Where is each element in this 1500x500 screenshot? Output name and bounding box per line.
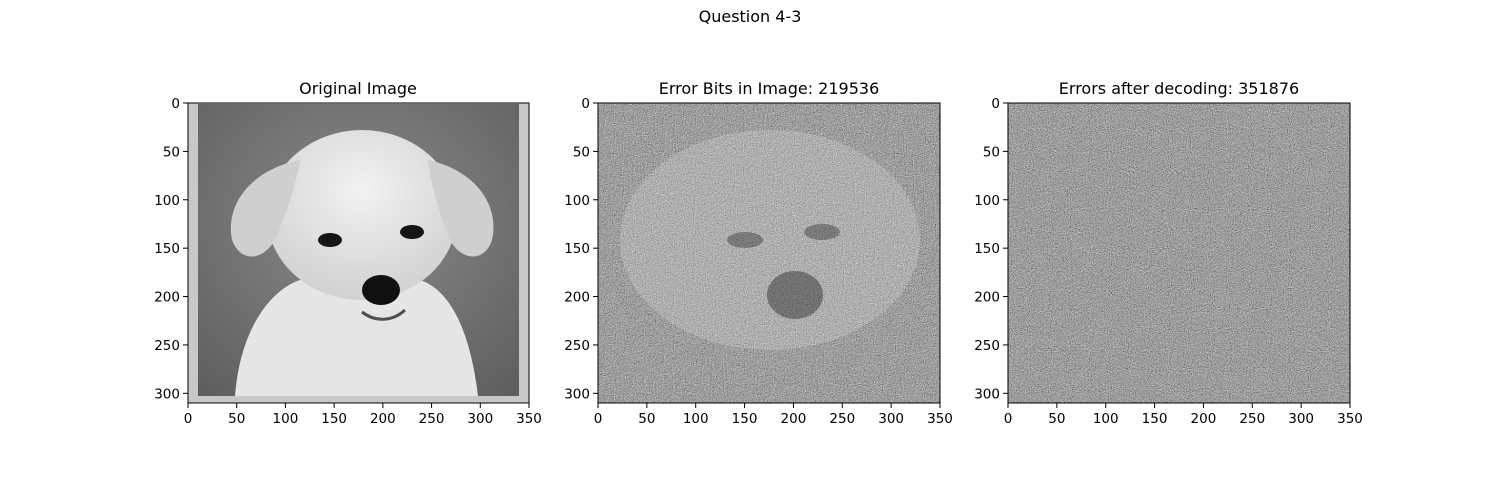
- axes-original: 0 50 100 150 200 250 300 350 0 50 100 150 200 250 300: [154, 96, 542, 427]
- y-tick-label: 50: [163, 144, 180, 160]
- y-tick-label: 250: [154, 338, 180, 354]
- error-bits-image: [598, 103, 940, 403]
- x-tick-label: 50: [638, 411, 655, 427]
- panel-title-error-bits: Error Bits in Image: 219536: [659, 79, 880, 98]
- y-tick-label: 0: [581, 96, 590, 112]
- x-tick-label: 250: [829, 411, 855, 427]
- x-tick-label: 100: [683, 411, 709, 427]
- figure-title: Question 4-3: [698, 7, 802, 26]
- y-tick-label: 0: [171, 96, 180, 112]
- x-tick-label: 250: [419, 411, 445, 427]
- x-tick-label: 350: [927, 411, 953, 427]
- y-tick-label: 0: [991, 96, 1000, 112]
- x-tick-label: 50: [228, 411, 245, 427]
- x-tick-label: 50: [1048, 411, 1065, 427]
- y-tick-label: 50: [983, 144, 1000, 160]
- y-tick-label: 200: [564, 290, 590, 306]
- x-tick-label: 0: [1004, 411, 1013, 427]
- y-tick-label: 200: [974, 290, 1000, 306]
- panel-title-original: Original Image: [299, 79, 417, 98]
- x-tick-label: 250: [1239, 411, 1265, 427]
- axes-frame: [187, 102, 530, 404]
- x-tick-label: 0: [184, 411, 193, 427]
- panel-title-decoded-errors: Errors after decoding: 351876: [1059, 79, 1299, 98]
- y-tick-label: 100: [154, 193, 180, 209]
- x-tick-label: 300: [1288, 411, 1314, 427]
- x-tick-label: 350: [1337, 411, 1363, 427]
- x-tick-label: 200: [1191, 411, 1217, 427]
- x-tick-label: 150: [321, 411, 347, 427]
- x-tick-label: 100: [273, 411, 299, 427]
- x-tick-label: 200: [781, 411, 807, 427]
- x-tick-label: 150: [1142, 411, 1168, 427]
- x-tick-label: 300: [467, 411, 493, 427]
- axes-frame: [1007, 102, 1351, 404]
- axes-frame: [597, 102, 941, 404]
- y-tick-label: 150: [154, 241, 180, 257]
- x-tick-label: 100: [1093, 411, 1119, 427]
- y-tick-label: 50: [573, 144, 590, 160]
- x-tick-label: 200: [370, 411, 396, 427]
- x-tick-label: 150: [732, 411, 758, 427]
- y-tick-label: 200: [154, 290, 180, 306]
- y-tick-label: 300: [974, 386, 1000, 402]
- original-image: [188, 103, 529, 403]
- y-tick-label: 100: [974, 193, 1000, 209]
- y-tick-label: 250: [564, 338, 590, 354]
- y-tick-label: 250: [974, 338, 1000, 354]
- y-tick-label: 100: [564, 193, 590, 209]
- y-tick-label: 300: [564, 386, 590, 402]
- y-tick-label: 150: [564, 241, 590, 257]
- x-tick-label: 350: [516, 411, 542, 427]
- axes-decoded-errors: 0 50 100 150 200 250 300 350 0 50 100 150 200 250 300: [974, 96, 1363, 427]
- y-tick-label: 150: [974, 241, 1000, 257]
- decoded-errors-image: [1008, 103, 1350, 403]
- x-tick-label: 300: [878, 411, 904, 427]
- x-tick-label: 0: [594, 411, 603, 427]
- y-tick-label: 300: [154, 386, 180, 402]
- axes-error-bits: 0 50 100 150 200 250 300 350 0 50 100 150 200 250 300: [564, 96, 953, 427]
